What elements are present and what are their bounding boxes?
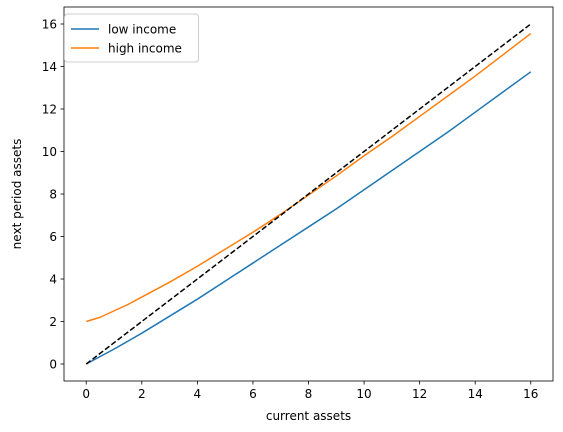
x-tick-label: 12 — [412, 387, 427, 401]
x-tick-label: 4 — [194, 387, 202, 401]
y-tick-label: 4 — [49, 272, 57, 286]
legend-box — [64, 13, 199, 63]
y-tick-label: 10 — [42, 145, 57, 159]
y-tick-label: 0 — [49, 357, 57, 371]
y-tick-label: 6 — [49, 230, 57, 244]
series-layer — [85, 23, 532, 365]
series-line-identity-reference — [85, 23, 532, 365]
plot-frame — [63, 6, 554, 382]
x-axis-label: current assets — [266, 409, 351, 423]
x-tick-label: 2 — [138, 387, 146, 401]
legend-label-low-income: low income — [108, 23, 176, 37]
x-tick-label: 8 — [305, 387, 313, 401]
legend-label-high-income: high income — [108, 42, 182, 56]
legend: low income high income — [64, 13, 199, 63]
x-tick-label: 16 — [523, 387, 538, 401]
y-tick-label: 12 — [42, 102, 57, 116]
y-tick-label: 2 — [49, 315, 57, 329]
series-line-high-income — [86, 32, 532, 323]
x-tick-label: 0 — [82, 387, 90, 401]
x-tick-label: 6 — [249, 387, 257, 401]
x-tick-label: 10 — [356, 387, 371, 401]
ticks-layer: 0 2 4 6 8 10 12 14 16 0 2 4 6 8 10 12 14 16 — [42, 17, 539, 401]
y-axis-label: next period assets — [10, 139, 24, 250]
y-tick-label: 14 — [42, 60, 57, 74]
y-tick-label: 16 — [42, 17, 57, 31]
x-tick-label: 14 — [468, 387, 483, 401]
y-tick-label: 8 — [49, 187, 57, 201]
series-line-low-income — [85, 71, 532, 365]
